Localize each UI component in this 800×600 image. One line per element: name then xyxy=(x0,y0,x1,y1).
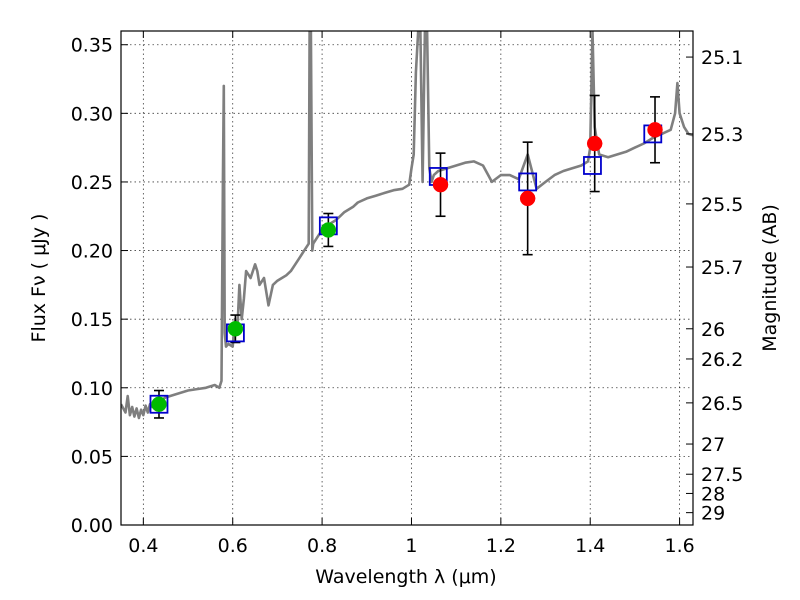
observed-nir-point xyxy=(586,135,603,152)
y-tick-label: 0.25 xyxy=(71,172,113,194)
y-axis-title: Flux Fν ( μJy ) xyxy=(28,214,50,343)
spectrum-line xyxy=(121,31,693,420)
y2-tick-label: 28 xyxy=(701,483,725,505)
x-tick-label: 0.6 xyxy=(218,535,248,557)
grid-lines xyxy=(121,31,693,526)
model-photometry-square xyxy=(149,394,169,414)
observed-optical-point xyxy=(227,321,244,337)
y-tick-label: 0.20 xyxy=(71,241,113,263)
model-photometry-square xyxy=(518,172,538,192)
y-tick-label: 0.05 xyxy=(71,446,113,468)
y-tick-label: 0.10 xyxy=(71,378,113,400)
axis-ticks: 0.4 0.6 0.8 1 1.2 1.4 1.6 0.00 0.05 0.10 0.15 0.20 0… xyxy=(71,31,743,557)
observed-nir-point xyxy=(647,122,663,138)
y2-tick-label: 27.5 xyxy=(701,464,743,486)
y2-tick-label: 26 xyxy=(701,319,725,341)
marker-layer xyxy=(149,94,663,419)
y2-tick-label: 26.2 xyxy=(701,349,743,371)
y-tick-label: 0.15 xyxy=(71,309,113,331)
model-photometry-square xyxy=(583,156,602,175)
y2-tick-label: 27 xyxy=(701,434,725,456)
x-axis-title: Wavelength λ (μm) xyxy=(315,566,496,588)
observed-optical-point xyxy=(320,222,337,238)
y2-tick-label: 26.5 xyxy=(701,393,743,415)
spectrum-layer xyxy=(121,31,693,420)
plot-frame xyxy=(120,30,694,526)
x-tick-label: 0.8 xyxy=(307,535,337,557)
x-tick-label: 1 xyxy=(405,535,417,557)
y2-tick-label: 25.1 xyxy=(701,47,743,69)
x-tick-label: 1.6 xyxy=(664,535,694,557)
y-tick-label: 0.30 xyxy=(71,103,113,125)
x-tick-label: 1.4 xyxy=(575,535,605,557)
y2-tick-label: 25.7 xyxy=(701,257,743,279)
y2-axis-title: Magnitude (AB) xyxy=(759,204,781,352)
y-tick-label: 0.35 xyxy=(71,35,113,57)
observed-optical-point xyxy=(151,396,167,412)
y-tick-label: 0.00 xyxy=(71,515,113,537)
observed-nir-point xyxy=(432,176,449,193)
y2-tick-label: 25.3 xyxy=(701,124,743,146)
y2-tick-label: 25.5 xyxy=(701,194,743,216)
y2-tick-label: 29 xyxy=(701,503,725,525)
x-tick-label: 1.2 xyxy=(486,535,516,557)
observed-nir-point xyxy=(519,190,536,207)
x-tick-label: 0.4 xyxy=(128,535,158,557)
